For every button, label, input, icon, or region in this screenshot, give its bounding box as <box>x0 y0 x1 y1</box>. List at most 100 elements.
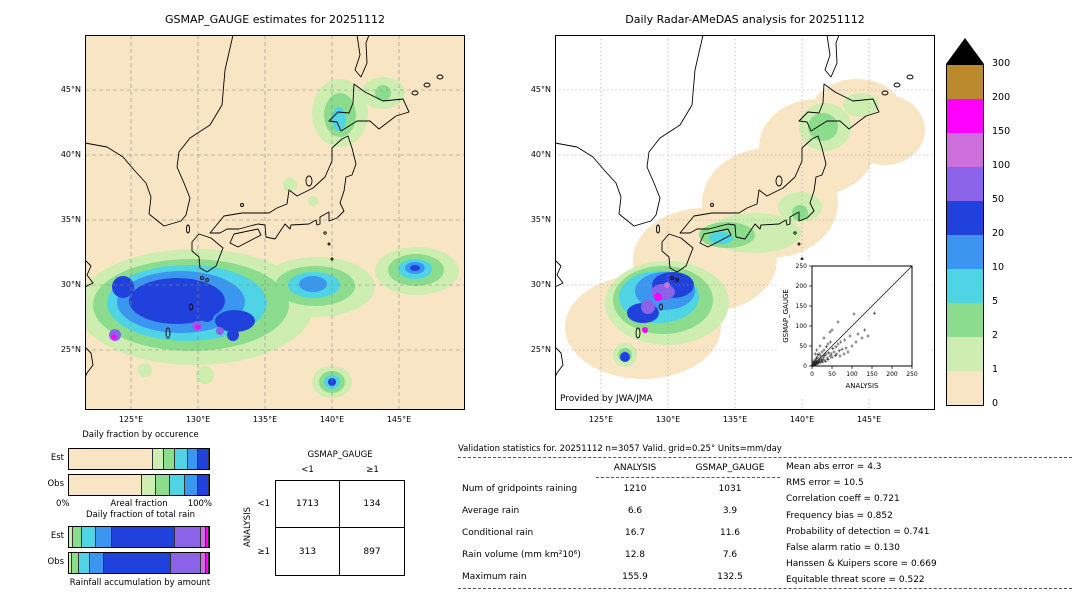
lon-tick-label: 130°E <box>185 415 211 424</box>
scatter-y-tick-label: 100 <box>796 323 808 330</box>
lon-tick-label: 125°E <box>588 415 614 424</box>
contingency-cell: 897 <box>363 546 381 557</box>
validation-row-analysis: 1210 <box>623 484 647 494</box>
colorbar-level-label: 100 <box>992 160 1011 171</box>
bar-segment <box>175 527 201 547</box>
bar-segment <box>164 449 176 469</box>
lon-tick-label: 140°E <box>319 415 345 424</box>
one-to-one-line <box>811 265 913 367</box>
validation-row-label: Average rain <box>462 506 520 516</box>
bar-segment <box>185 475 198 495</box>
score-line: False alarm ratio = 0.130 <box>786 543 900 553</box>
right-map-svg <box>554 34 935 410</box>
bar-row-label: Est <box>50 453 64 463</box>
bar-row-label: Obs <box>47 479 64 489</box>
lat-tick-label: 40°N <box>530 150 551 159</box>
lat-tick-label: 25°N <box>530 345 551 354</box>
score-line: Equitable threat score = 0.522 <box>786 575 925 586</box>
lon-tick-label: 145°E <box>856 415 882 424</box>
stacked-bar <box>68 552 210 574</box>
bar-segment <box>71 553 79 573</box>
bar-segment <box>169 475 186 495</box>
contingency-cell: 1713 <box>276 481 340 528</box>
validation-row-label: Num of gridpoints raining <box>462 484 578 494</box>
score-line: Probability of detection = 0.741 <box>786 526 930 537</box>
bar-segment <box>69 475 142 495</box>
lon-tick-label: 135°E <box>722 415 748 424</box>
validation-header: Validation statistics for. 20251112 n=30… <box>458 444 782 454</box>
validation-row-analysis: 6.6 <box>627 506 643 516</box>
colorbar-segment <box>947 201 983 235</box>
scatter-inset: 0 0 50 50 100 100 150 150 200 200 250 250 ANALYSIS GS… <box>778 260 928 398</box>
contingency-table: 1713 134 313 897 <box>275 480 405 576</box>
colorbar-level-label: 0 <box>992 398 999 409</box>
validation-row-gsmap: 1031 <box>718 484 742 494</box>
scatter-y-tick-label: 150 <box>796 303 808 310</box>
colorbar-segment <box>947 133 983 167</box>
scatter-y-tick-label: 250 <box>796 263 808 270</box>
bar-segment <box>69 553 72 573</box>
contingency-cell: 313 <box>276 528 340 575</box>
scatter-ylabel: GSMAP_GAUGE <box>782 289 790 343</box>
colorbar-segment <box>947 303 983 337</box>
scatter-x-tick-label: 0 <box>810 371 814 378</box>
stacked-bar <box>68 448 210 470</box>
validation-row-analysis: 155.9 <box>622 572 648 582</box>
score-line: Mean abs error = 4.3 <box>786 462 882 472</box>
colorbar-segment <box>947 65 983 99</box>
scatter-x-tick-label: 250 <box>906 371 918 378</box>
contingency-cell: 134 <box>340 481 404 528</box>
validation-col-analysis: ANALYSIS <box>613 463 657 473</box>
bar-segment <box>78 553 90 573</box>
bar-segment <box>81 527 96 547</box>
colorbar-level-label: 50 <box>992 194 1005 205</box>
colorbar-overflow-triangle <box>946 38 984 64</box>
lon-tick-label: 135°E <box>252 415 278 424</box>
bar-segment <box>103 553 172 573</box>
validation-row-gsmap: 3.9 <box>722 506 738 516</box>
score-line: Frequency bias = 0.852 <box>786 510 893 521</box>
lat-tick-label: 35°N <box>530 215 551 224</box>
scatter-x-tick-label: 150 <box>866 371 878 378</box>
colorbar-level-label: 5 <box>992 296 999 307</box>
colorbar-segment <box>947 371 983 405</box>
stacked-bar <box>68 526 210 548</box>
score-line: Correlation coeff = 0.721 <box>786 494 900 505</box>
validation-row-gsmap: 11.6 <box>719 528 741 538</box>
bar-segment <box>200 553 207 573</box>
occurrence-title: Daily fraction by occurence <box>82 430 199 440</box>
colorbar-level-label: 2 <box>992 330 999 341</box>
scatter-x-tick-label: 50 <box>828 371 836 378</box>
scatter-xlabel: ANALYSIS <box>845 382 879 390</box>
bar-segment <box>197 475 209 495</box>
left-map-title: GSMAP_GAUGE estimates for 20251112 <box>165 13 385 26</box>
occurrence-x-max: 100% <box>187 499 212 509</box>
bar-segment <box>197 449 209 469</box>
left-map <box>77 34 465 414</box>
contingency-row-label-ge1: ≥1 <box>257 547 270 557</box>
stacked-bar <box>68 474 210 496</box>
bar-segment <box>155 475 170 495</box>
colorbar-level-label: 300 <box>992 58 1011 69</box>
validation-row-label: Conditional rain <box>462 528 534 538</box>
validation-row-gsmap: 7.6 <box>722 550 738 560</box>
bar-segment <box>206 527 209 547</box>
colorbar-level-label: 200 <box>992 92 1011 103</box>
colorbar-level-label: 1 <box>992 364 999 375</box>
left-gridlines <box>85 35 465 410</box>
bar-segment <box>200 527 207 547</box>
bar-segment <box>171 553 201 573</box>
validation-row-label: Maximum rain <box>462 572 527 582</box>
score-line: Hanssen & Kuipers score = 0.669 <box>786 559 937 570</box>
dashed-rule-top <box>458 457 1072 458</box>
right-map-title: Daily Radar-AMeDAS analysis for 20251112 <box>625 13 865 26</box>
lon-tick-label: 125°E <box>118 415 144 424</box>
occurrence-xlabel: Areal fraction <box>110 499 168 509</box>
colorbar-segment <box>947 99 983 133</box>
lat-tick-label: 30°N <box>530 280 551 289</box>
validation-row-label: Rain volume (mm km²10⁶) <box>462 550 581 560</box>
left-map-svg <box>77 34 465 410</box>
bar-segment <box>69 449 153 469</box>
scatter-points <box>810 311 876 368</box>
validation-row-analysis: 16.7 <box>624 528 646 538</box>
